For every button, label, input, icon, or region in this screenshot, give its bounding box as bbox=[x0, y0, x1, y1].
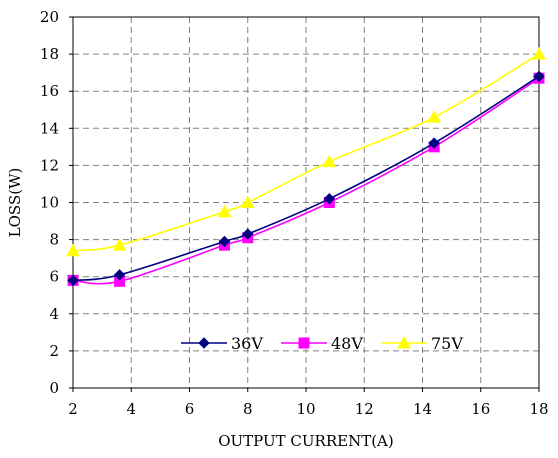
x-tick-label: 10 bbox=[296, 400, 315, 418]
x-tick-label: 8 bbox=[243, 400, 253, 418]
x-tick-label: 12 bbox=[355, 400, 374, 418]
legend-label: 36V bbox=[231, 334, 263, 353]
legend-label: 75V bbox=[431, 334, 463, 353]
data-point-triangle bbox=[427, 110, 441, 123]
data-point-diamond bbox=[113, 269, 126, 281]
y-tick-label: 14 bbox=[40, 119, 59, 137]
series-line bbox=[72, 77, 540, 285]
data-point-triangle bbox=[66, 243, 80, 257]
data-point-triangle bbox=[112, 238, 127, 251]
x-tick-label: 4 bbox=[126, 400, 136, 418]
data-point-square bbox=[298, 337, 310, 349]
y-tick-label: 12 bbox=[40, 156, 59, 174]
y-tick-label: 4 bbox=[49, 305, 59, 323]
y-tick-label: 16 bbox=[40, 82, 59, 100]
y-axis-label: LOSS(W) bbox=[6, 168, 24, 238]
y-tick-label: 18 bbox=[40, 45, 59, 63]
x-tick-label: 6 bbox=[185, 400, 195, 418]
data-point-diamond bbox=[428, 137, 440, 149]
data-point-diamond bbox=[67, 274, 79, 287]
x-tick-label: 18 bbox=[529, 400, 548, 418]
data-point-diamond bbox=[198, 337, 210, 349]
series-line bbox=[72, 53, 540, 252]
x-tick-label: 14 bbox=[413, 400, 432, 418]
legend-item-36V: 36V bbox=[181, 334, 263, 353]
data-point-triangle bbox=[397, 335, 411, 349]
y-tick-label: 10 bbox=[40, 194, 59, 212]
series-75V bbox=[66, 47, 546, 257]
legend: 36V 48V 75V bbox=[181, 334, 463, 353]
series-lines bbox=[66, 47, 546, 287]
x-tick-label: 2 bbox=[68, 400, 78, 418]
legend-item-75V: 75V bbox=[381, 334, 463, 353]
legend-label: 48V bbox=[331, 334, 363, 353]
data-point-triangle bbox=[322, 154, 337, 168]
x-axis-label: OUTPUT CURRENT(A) bbox=[218, 432, 394, 450]
data-point-triangle bbox=[240, 195, 255, 208]
data-point-diamond bbox=[533, 70, 545, 83]
data-point-triangle bbox=[217, 204, 232, 218]
data-point-diamond bbox=[242, 228, 254, 240]
x-tick-label: 16 bbox=[471, 400, 490, 418]
legend-item-48V: 48V bbox=[281, 334, 363, 353]
series-36V bbox=[67, 70, 545, 287]
grid bbox=[73, 17, 539, 388]
data-point-diamond bbox=[218, 235, 231, 248]
y-tick-label: 6 bbox=[49, 268, 59, 286]
data-point-triangle bbox=[532, 47, 546, 60]
y-tick-label: 0 bbox=[49, 379, 59, 397]
y-tick-label: 2 bbox=[49, 342, 59, 360]
y-tick-label: 8 bbox=[49, 231, 59, 249]
series-line bbox=[72, 75, 540, 282]
y-tick-label: 20 bbox=[40, 8, 59, 26]
data-point-diamond bbox=[323, 193, 336, 205]
